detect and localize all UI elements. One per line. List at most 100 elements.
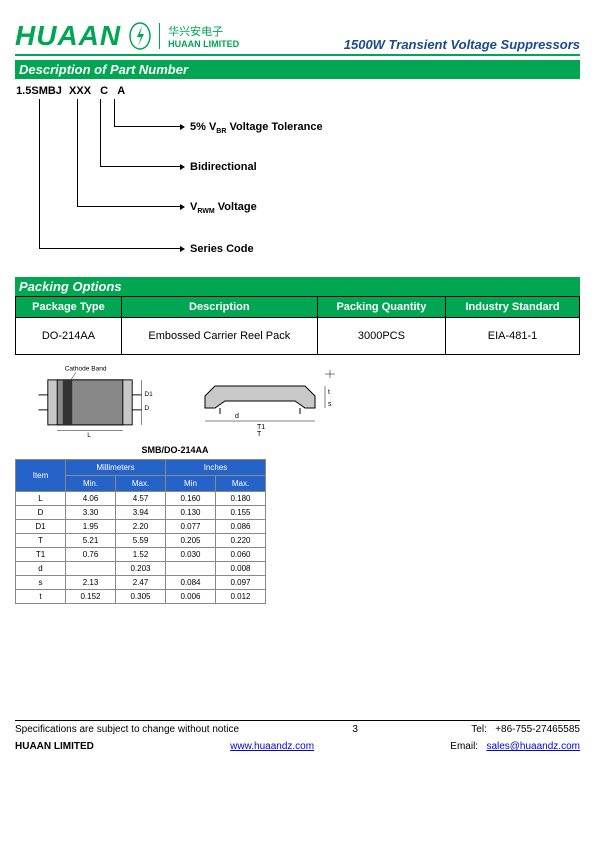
dim-cell: 3.94 xyxy=(116,506,166,520)
logo-text: HUAAN xyxy=(15,20,121,52)
dim-cell: 5.59 xyxy=(116,534,166,548)
dt-item: Item xyxy=(16,460,66,492)
dim-cell: 0.012 xyxy=(216,590,266,604)
dim-cell: 0.160 xyxy=(166,492,216,506)
svg-text:L: L xyxy=(87,432,91,438)
seg1: 1.5SMBJ xyxy=(15,85,63,97)
dim-cell: T xyxy=(16,534,66,548)
dim-cell: D1 xyxy=(16,520,66,534)
footer-web-link[interactable]: www.huaandz.com xyxy=(230,741,314,752)
dim-cell: 0.155 xyxy=(216,506,266,520)
dim-cell: 1.52 xyxy=(116,548,166,562)
desc2: Bidirectional xyxy=(190,161,257,173)
pt-r1: Embossed Carrier Reel Pack xyxy=(121,318,317,355)
dim-cell: L xyxy=(16,492,66,506)
dim-cell: 0.008 xyxy=(216,562,266,576)
svg-text:D1: D1 xyxy=(144,391,153,398)
logo-en: HUAAN LIMITED xyxy=(168,39,239,49)
pt-h1: Description xyxy=(121,297,317,318)
svg-text:D: D xyxy=(144,405,149,412)
pt-h0: Package Type xyxy=(16,297,122,318)
arrow2 xyxy=(180,164,185,170)
logo-lightning-icon xyxy=(129,22,151,50)
cathode-text: Cathode Band xyxy=(65,366,107,373)
logo-block: HUAAN 华兴安电子 HUAAN LIMITED xyxy=(15,20,239,52)
dim-cell: 0.030 xyxy=(166,548,216,562)
svg-text:T: T xyxy=(257,431,262,436)
seg4: A xyxy=(114,85,128,97)
dim-cell: 0.205 xyxy=(166,534,216,548)
dt-in: Inches xyxy=(166,460,266,476)
line4 xyxy=(39,99,180,249)
footer: Specifications are subject to change wit… xyxy=(15,720,580,752)
dim-cell xyxy=(166,562,216,576)
arrow4 xyxy=(180,246,185,252)
svg-text:s: s xyxy=(328,401,332,408)
dim-cell: 0.305 xyxy=(116,590,166,604)
dim-cell: t xyxy=(16,590,66,604)
header-title: 1500W Transient Voltage Suppressors xyxy=(344,37,580,52)
dim-cell: T1 xyxy=(16,548,66,562)
dim-cell: 4.06 xyxy=(66,492,116,506)
pt-r2: 3000PCS xyxy=(317,318,445,355)
dt-s3: Max. xyxy=(216,476,266,492)
desc4: Series Code xyxy=(190,243,254,255)
footer-tel: Tel: +86-755-27465585 xyxy=(471,724,580,735)
dim-cell: 2.20 xyxy=(116,520,166,534)
arrow1 xyxy=(180,124,185,130)
dim-cell: 0.077 xyxy=(166,520,216,534)
dt-s2: Min xyxy=(166,476,216,492)
pt-r0: DO-214AA xyxy=(16,318,122,355)
dim-cell: 0.060 xyxy=(216,548,266,562)
dim-cell: 0.76 xyxy=(66,548,116,562)
dim-cell: 2.47 xyxy=(116,576,166,590)
dimension-table: Item Millimeters Inches Min. Max. Min Ma… xyxy=(15,459,266,604)
desc3: VRWM Voltage xyxy=(190,201,257,215)
header: HUAAN 华兴安电子 HUAAN LIMITED 1500W Transien… xyxy=(15,20,580,56)
seg2: XXX xyxy=(66,85,94,97)
dim-cell: 0.006 xyxy=(166,590,216,604)
dt-s1: Max. xyxy=(116,476,166,492)
dim-cell: d xyxy=(16,562,66,576)
footer-page: 3 xyxy=(352,724,358,735)
pt-h2: Packing Quantity xyxy=(317,297,445,318)
dim-cell: 1.95 xyxy=(66,520,116,534)
dt-s0: Min. xyxy=(66,476,116,492)
dim-cell: s xyxy=(16,576,66,590)
pkg-top-view: Cathode Band D1 D L xyxy=(15,363,165,443)
pt-h3: Industry Standard xyxy=(446,297,580,318)
arrow3 xyxy=(180,204,185,210)
dim-cell: 0.220 xyxy=(216,534,266,548)
packing-table: Package Type Description Packing Quantit… xyxy=(15,296,580,355)
svg-text:t: t xyxy=(328,389,330,396)
logo-sub: 华兴安电子 HUAAN LIMITED xyxy=(159,23,239,49)
dim-cell: 4.57 xyxy=(116,492,166,506)
footer-email-link[interactable]: sales@huaandz.com xyxy=(486,741,580,752)
logo-cn: 华兴安电子 xyxy=(168,23,239,39)
package-diagrams: Cathode Band D1 D L xyxy=(15,363,580,443)
dim-cell: 3.30 xyxy=(66,506,116,520)
dt-mm: Millimeters xyxy=(66,460,166,476)
section-packing-header: Packing Options xyxy=(15,277,580,296)
pkg-label: SMB/DO-214AA xyxy=(15,445,335,455)
dim-cell: 0.130 xyxy=(166,506,216,520)
dim-cell xyxy=(66,562,116,576)
partnum-code: 1.5SMBJ XXX C A xyxy=(15,85,128,97)
svg-text:d: d xyxy=(235,413,239,420)
svg-text:T1: T1 xyxy=(257,424,265,431)
footer-notice: Specifications are subject to change wit… xyxy=(15,724,239,735)
footer-email: Email: sales@huaandz.com xyxy=(450,741,580,752)
partnum-diagram: 1.5SMBJ XXX C A 5% VBR Voltage Tolerance… xyxy=(15,85,580,275)
desc1: 5% VBR Voltage Tolerance xyxy=(190,121,323,135)
seg3: C xyxy=(97,85,111,97)
dim-cell: 0.084 xyxy=(166,576,216,590)
dim-cell: 0.097 xyxy=(216,576,266,590)
pt-r3: EIA-481-1 xyxy=(446,318,580,355)
dim-cell: 0.086 xyxy=(216,520,266,534)
dim-cell: 0.152 xyxy=(66,590,116,604)
dim-cell: 0.203 xyxy=(116,562,166,576)
dim-cell: 5.21 xyxy=(66,534,116,548)
pkg-side-view: d T1 T t s xyxy=(185,366,345,441)
dim-cell: D xyxy=(16,506,66,520)
dim-cell: 0.180 xyxy=(216,492,266,506)
